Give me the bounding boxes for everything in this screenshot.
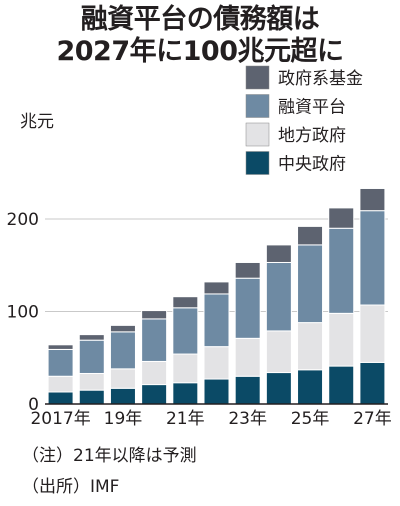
bar-segment [203,293,230,348]
bar-segment [297,225,324,246]
bar-segment [265,372,292,405]
bar-segment [234,261,261,279]
bar-segment [297,369,324,405]
bar-segment [203,281,230,295]
bar-segment [359,361,386,405]
bar-segment [265,261,292,332]
bar-segment [328,365,355,405]
bar-segment [78,334,105,341]
stacked-bar-chart: 0 100 200 兆元 2017年 19年 21年 23年 25年 27年 政府系基金融資平台地… [7,65,392,429]
bar-segment [328,227,355,314]
bar-segment [359,187,386,212]
bar-segment [141,310,168,320]
bar-segment [141,384,168,405]
bar-segment [234,277,261,339]
legend-swatch [245,122,270,147]
y-tick-label: 200 [7,210,39,230]
legend-label: 地方政府 [278,126,346,146]
bar-segment [47,391,74,405]
forecast-note: （注）21年以降は予測 [22,446,197,466]
legend-label: 中央政府 [278,155,346,175]
legend-swatch [245,65,270,90]
bar-segment [234,375,261,405]
bar-segment [297,322,324,371]
bar-segment [109,387,136,405]
y-axis-label: 兆元 [20,112,54,132]
x-tick-label: 23年 [228,409,267,429]
bar-segment [47,348,74,377]
source-note: （出所）IMF [22,477,120,497]
bar-segment [172,353,199,384]
bar-segment [359,304,386,363]
bar-segment [234,337,261,377]
bar-segment [109,368,136,389]
x-tick-label: 21年 [166,409,205,429]
bar-segment [78,372,105,391]
bar-segment [203,378,230,405]
bar-segment [265,244,292,263]
bar-segment [265,330,292,374]
bar-segment [78,339,105,374]
chart-title-line-1: 融資平台の債務額は [80,4,320,35]
x-tick-label: 2017年 [30,409,90,429]
x-tick-label: 19年 [104,409,143,429]
bar-segment [172,307,199,355]
legend-swatch [245,94,270,118]
bar-segment [109,331,136,370]
bar-segment [141,318,168,362]
legend-label: 融資平台 [278,98,346,118]
bar-segment [47,344,74,350]
x-tick-label: 27年 [353,409,392,429]
legend-swatch [245,151,270,175]
bar-segment [78,389,105,405]
bar-segment [47,375,74,393]
chart-title-line-2: 2027年に100兆元超に [56,36,344,67]
bar-segment [297,244,324,324]
legend-label: 政府系基金 [278,69,363,89]
y-tick-label: 0 [28,395,39,415]
bar-segment [172,382,199,405]
bar-segment [359,210,386,306]
bar-segment [328,207,355,229]
bar-segment [141,360,168,386]
bar-segment [172,296,199,309]
bar-segment [328,312,355,367]
bar-segment [109,324,136,333]
y-tick-label: 100 [7,303,39,323]
x-tick-label: 25年 [291,409,330,429]
bar-segment [203,346,230,380]
